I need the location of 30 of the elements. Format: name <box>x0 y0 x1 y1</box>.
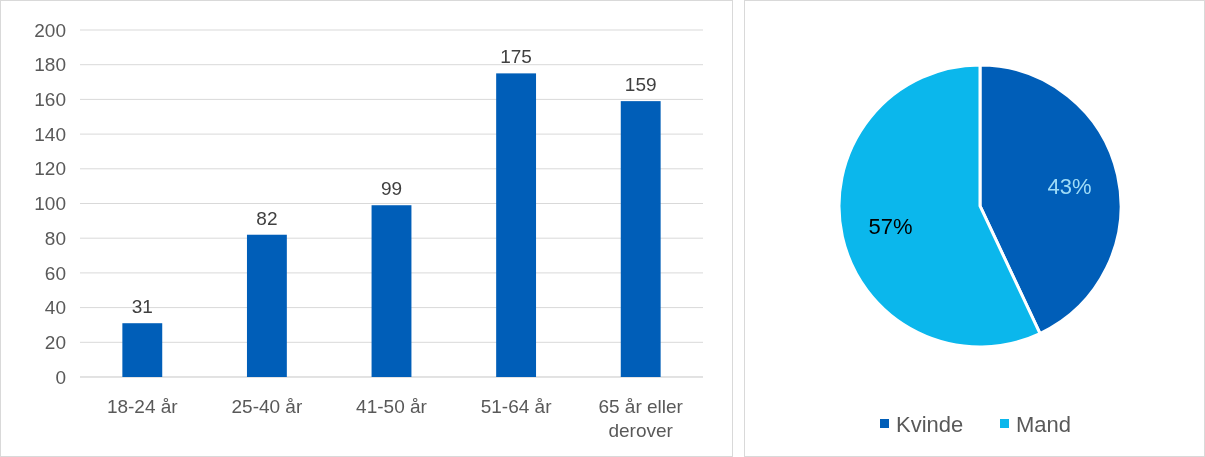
x-tick-label: 18-24 år <box>106 396 179 417</box>
y-tick-label: 200 <box>34 19 66 41</box>
data-label: 82 <box>256 207 278 229</box>
y-tick-label: 80 <box>44 227 66 249</box>
x-tick-label: 25-40 år <box>231 396 303 417</box>
data-label: 57% <box>868 213 913 239</box>
y-tick-label: 180 <box>34 54 66 76</box>
data-label: 31 <box>131 296 153 318</box>
data-label: 99 <box>380 178 403 200</box>
bar <box>122 323 163 377</box>
y-tick-label: 120 <box>34 158 66 180</box>
y-tick-label: 0 <box>55 366 66 388</box>
data-label: 43% <box>1047 173 1092 199</box>
x-tick-label: 41-50 år <box>356 396 428 417</box>
y-tick-label: 160 <box>34 89 66 111</box>
bar <box>371 205 412 377</box>
y-tick-label: 140 <box>34 123 66 145</box>
y-tick-label: 100 <box>34 193 66 215</box>
bar <box>246 234 287 377</box>
legend-label: Kvinde <box>896 411 964 437</box>
y-tick-label: 20 <box>44 331 66 353</box>
bar <box>496 73 537 377</box>
data-label: 159 <box>624 74 657 96</box>
x-tick-label: 65 år eller derover <box>598 396 684 441</box>
data-label: 175 <box>500 46 532 68</box>
y-tick-label: 40 <box>44 297 66 319</box>
y-tick-label: 60 <box>44 262 66 284</box>
x-tick-label: 51-64 år <box>480 396 553 417</box>
bar <box>620 101 661 377</box>
legend-label: Mand <box>1016 411 1072 437</box>
